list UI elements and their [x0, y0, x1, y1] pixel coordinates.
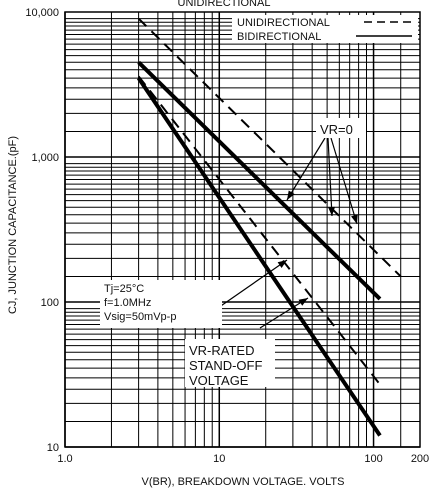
plot-frame	[64, 11, 421, 448]
rated-label-line2: STAND-OFF	[189, 358, 262, 373]
rated-label-line1: VR-RATED	[189, 343, 254, 358]
arrow-vr0-unidirectional-b	[330, 137, 358, 225]
legend-box	[232, 15, 418, 43]
x-tick-label: 1.0	[57, 453, 72, 465]
annotation-arrows	[214, 137, 358, 329]
grid	[64, 12, 421, 448]
arrow-rated-bidirectional-head	[298, 298, 308, 306]
x-tick-label: 100	[364, 453, 382, 465]
condition-signal: Vsig=50mVp-p	[104, 311, 176, 323]
y-axis-ticks: 10 100 1,000 10,000	[25, 7, 59, 454]
x-axis-label: V(BR), BREAKDOWN VOLTAGE. VOLTS	[142, 476, 345, 488]
series-line-bidirectional-rated	[136, 76, 382, 437]
arrow-vr0-unidirectional-b-head	[351, 214, 358, 224]
rated-label-bg	[185, 339, 275, 387]
arrow-vr0-unidirectional-a	[327, 137, 333, 217]
x-tick-label: 10	[213, 453, 225, 465]
x-tick-label: 200	[411, 453, 429, 465]
arrow-rated-bidirectional	[259, 297, 309, 329]
conditions-bg	[100, 280, 222, 328]
arrow-vr0-bidirectional-head	[287, 190, 295, 200]
vr0-label-bg	[316, 118, 366, 138]
condition-temperature: Tj=25°C	[104, 283, 144, 295]
series-line-bidirectional-vr0	[137, 60, 382, 301]
y-tick-label: 1,000	[31, 152, 59, 164]
series-line-unidirectional-rated	[137, 75, 381, 386]
condition-frequency: f=1.0MHz	[104, 297, 151, 309]
y-tick-label: 100	[41, 297, 59, 309]
arrow-vr0-bidirectional	[286, 137, 326, 201]
y-tick-label: 10	[47, 442, 59, 454]
y-axis-label: CJ, JUNCTION CAPACITANCE.(pF)	[7, 136, 19, 314]
rated-label-line3: VOLTAGE	[189, 373, 249, 388]
chart-title: UNIDIRECTIONAL	[178, 0, 271, 9]
y-tick-label: 10,000	[25, 7, 59, 19]
series-line-unidirectional-vr0	[137, 17, 402, 278]
legend-label-unidirectional: UNIDIRECTIONAL	[237, 17, 330, 29]
legend-label-bidirectional: BIDIRECTIONAL	[237, 31, 321, 43]
legend: UNIDIRECTIONAL BIDIRECTIONAL	[232, 15, 418, 43]
vr0-label: VR=0	[320, 122, 353, 137]
arrow-rated-unidirectional-head	[277, 260, 287, 269]
x-axis-ticks: 1.0 10 100 200	[57, 453, 429, 465]
series-lines	[136, 17, 402, 437]
arrow-vr0-unidirectional-a-head	[328, 206, 336, 216]
arrow-rated-unidirectional	[214, 259, 288, 311]
